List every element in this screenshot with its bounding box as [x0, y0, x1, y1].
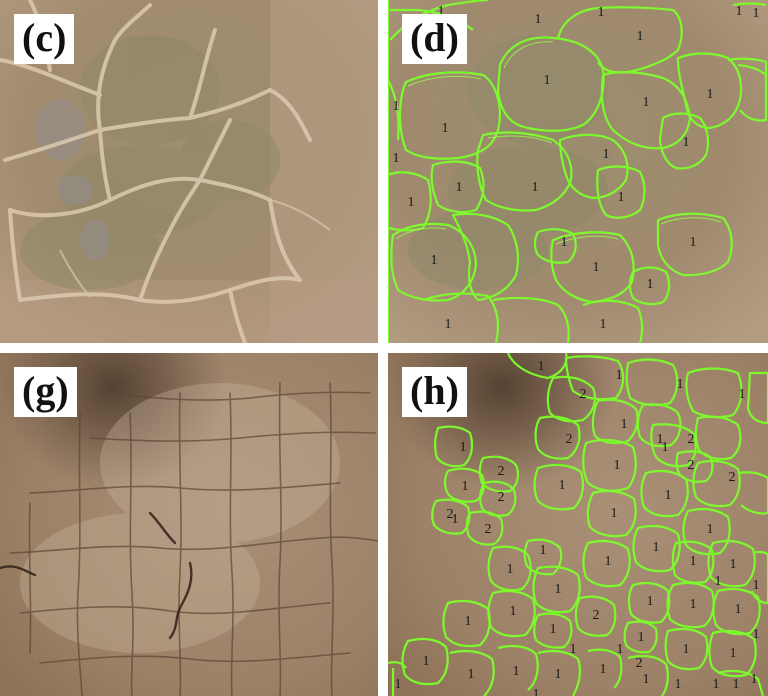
- segment-number: 1: [690, 597, 697, 612]
- segment-number: 2: [580, 387, 587, 402]
- segment-number: 1: [614, 458, 621, 473]
- segment-number: 1: [535, 12, 542, 27]
- segment-number: 1: [603, 147, 610, 162]
- segment-number: 1: [707, 87, 714, 102]
- segment-number: 1: [683, 642, 690, 657]
- segment-number: 1: [611, 506, 618, 521]
- segment-number: 1: [733, 677, 740, 692]
- segment-number: 1: [715, 574, 722, 589]
- segment-number: 1: [538, 359, 545, 374]
- segment-number: 1: [600, 317, 607, 332]
- segment-number: 2: [498, 464, 505, 479]
- segment-number: 1: [643, 95, 650, 110]
- segment-number: 1: [393, 99, 400, 114]
- segment-number: 1: [617, 642, 624, 657]
- segment-number: 1: [675, 677, 682, 692]
- segment-number: 1: [555, 582, 562, 597]
- segment-number: 1: [507, 562, 514, 577]
- segment-number: 1: [647, 277, 654, 292]
- segment-number: 2: [688, 458, 695, 473]
- segment-number: 1: [452, 512, 459, 527]
- segment-number: 1: [600, 662, 607, 677]
- segment-number: 1: [544, 73, 551, 88]
- panel-c-photo: [0, 0, 378, 343]
- panel-g-image: (g): [0, 353, 378, 696]
- segment-number: 1: [643, 672, 650, 687]
- segment-number: 1: [690, 554, 697, 569]
- segment-number: 1: [598, 5, 605, 20]
- segment-number: 1: [533, 687, 540, 696]
- segment-number: 2: [485, 522, 492, 537]
- panel-d-image: 1 1 1 1 1 1 1 1 1 1 1 1 1 1 1 1 1 1 1 1 …: [388, 0, 768, 343]
- segment-number: 1: [468, 667, 475, 682]
- segment-number: 1: [456, 180, 463, 195]
- segment-number: 1: [735, 602, 742, 617]
- segment-number: 1: [616, 368, 623, 383]
- segment-number: 1: [713, 677, 720, 692]
- segment-number: 2: [688, 432, 695, 447]
- segment-number: 1: [513, 664, 520, 679]
- segment-number: 2: [566, 432, 573, 447]
- segment-number: 1: [751, 672, 758, 687]
- segment-number: 1: [707, 522, 714, 537]
- segment-number: 1: [736, 4, 743, 19]
- segment-number: 1: [739, 387, 746, 402]
- segment-number: 1: [462, 479, 469, 494]
- segment-number: 1: [653, 540, 660, 555]
- segment-number: 1: [540, 543, 547, 558]
- segment-number: 2: [729, 470, 736, 485]
- segment-number: 1: [423, 654, 430, 669]
- segment-number: 2: [447, 507, 454, 522]
- segment-number: 1: [555, 667, 562, 682]
- segment-number: 1: [570, 642, 577, 657]
- segment-number: 1: [690, 235, 697, 250]
- segment-number: 1: [647, 594, 654, 609]
- panel-c-label: (c): [14, 14, 75, 64]
- segment-number: 2: [593, 608, 600, 623]
- segment-number: 1: [510, 604, 517, 619]
- segment-number: 1: [431, 253, 438, 268]
- panel-d-label: (d): [402, 14, 467, 64]
- segment-number: 1: [665, 488, 672, 503]
- segment-number: 1: [753, 578, 760, 593]
- segment-number: 1: [618, 190, 625, 205]
- segment-number: 1: [561, 235, 568, 250]
- segment-number: 1: [683, 135, 690, 150]
- segment-number: 1: [395, 677, 402, 692]
- segment-number: 1: [657, 432, 664, 447]
- segment-number: 1: [460, 440, 467, 455]
- segment-number: 1: [593, 260, 600, 275]
- segment-number: 1: [445, 317, 452, 332]
- segment-number: 1: [532, 180, 539, 195]
- segment-number: 1: [438, 4, 445, 19]
- segment-number: 1: [677, 377, 684, 392]
- segment-number: 1: [442, 121, 449, 136]
- segment-number: 1: [730, 557, 737, 572]
- segment-number: 1: [730, 646, 737, 661]
- panel-h-label: (h): [402, 367, 467, 417]
- segment-number: 2: [636, 656, 643, 671]
- segment-number: 1: [559, 478, 566, 493]
- segment-number: 2: [498, 490, 505, 505]
- segment-number: 1: [753, 6, 760, 21]
- segment-number: 1: [637, 29, 644, 44]
- segment-number: 1: [465, 614, 472, 629]
- segment-number: 1: [605, 554, 612, 569]
- panel-c-image: (c): [0, 0, 378, 343]
- segment-number: 1: [621, 417, 628, 432]
- segment-number: 1: [662, 440, 669, 455]
- segment-number: 1: [753, 627, 760, 642]
- panel-g-label: (g): [14, 367, 77, 417]
- panel-h-image: 1 1 2 1 1 2 1 1 1 2 1 1 2 1 2 2 1 1 1 1 …: [388, 353, 768, 696]
- segment-number: 1: [393, 151, 400, 166]
- segment-number: 1: [408, 195, 415, 210]
- segment-number: 1: [638, 630, 645, 645]
- segment-number: 1: [550, 622, 557, 637]
